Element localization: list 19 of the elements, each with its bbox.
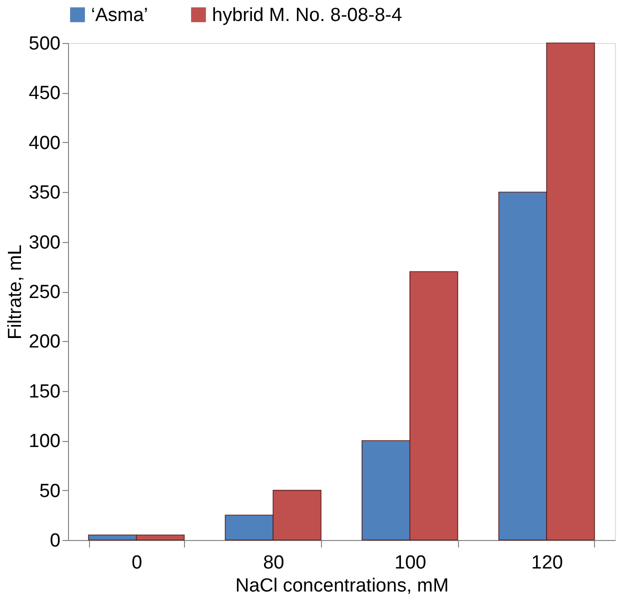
y-axis-title: Filtrate, mL — [4, 244, 26, 340]
x-tick-label: 0 — [132, 552, 142, 574]
legend-label: ‘Asma’ — [91, 4, 148, 26]
y-tick-label: 50 — [39, 480, 60, 502]
y-tick-label: 250 — [28, 282, 60, 303]
y-tick-label: 150 — [28, 381, 60, 402]
y-tick-label: 400 — [28, 132, 60, 154]
x-axis-title: NaCl concentrations, mM — [235, 576, 449, 596]
x-tick-label: 100 — [394, 552, 426, 574]
y-tick-label: 500 — [28, 34, 60, 54]
y-tick-label: 450 — [28, 83, 60, 104]
x-tick-label: 80 — [263, 552, 284, 574]
x-tick-label: 120 — [531, 552, 563, 574]
y-tick-label: 0 — [50, 530, 60, 552]
y-tick-label: 200 — [28, 332, 60, 353]
y-tick-label: 300 — [28, 232, 60, 254]
y-tick-label: 100 — [28, 431, 60, 452]
legend-label: hybrid M. No. 8-08-8-4 — [212, 4, 403, 26]
y-tick-label: 350 — [28, 182, 60, 204]
